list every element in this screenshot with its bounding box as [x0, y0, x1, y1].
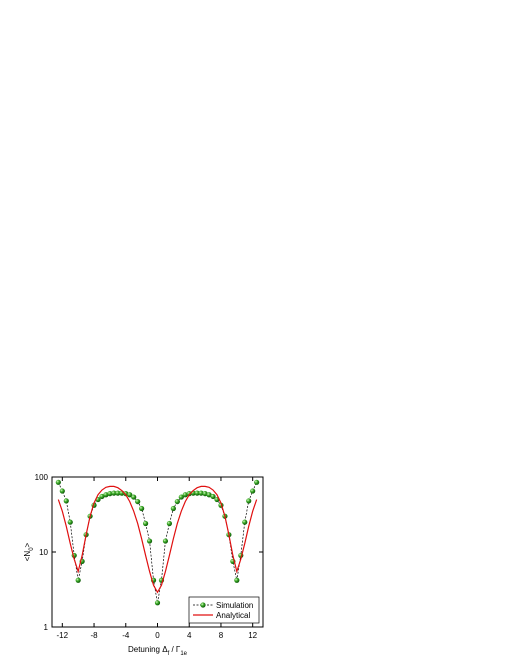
- marker: [99, 493, 105, 500]
- marker: [162, 538, 169, 544]
- marker: [146, 538, 153, 544]
- x-axis-label-part: 1e: [180, 651, 187, 657]
- marker: [202, 491, 208, 497]
- marker: [67, 519, 73, 525]
- y-axis-label: <N0>: [23, 542, 35, 561]
- y-tick-label: 10: [39, 548, 48, 557]
- x-tick-label: 0: [155, 631, 160, 640]
- marker: [210, 493, 216, 500]
- marker: [242, 519, 248, 525]
- x-tick-label: 4: [187, 631, 192, 640]
- marker: [234, 577, 240, 583]
- marker: [55, 479, 61, 485]
- marker: [107, 491, 113, 497]
- x-axis-label: Detuning Δf / Γ1e: [128, 645, 188, 657]
- marker: [194, 490, 200, 496]
- x-tick-label: 12: [248, 631, 257, 640]
- y-tick-label: 100: [35, 473, 49, 482]
- series-line: [58, 482, 257, 603]
- marker: [174, 498, 180, 505]
- marker: [170, 505, 176, 512]
- marker: [198, 490, 204, 496]
- marker: [166, 520, 172, 527]
- x-tick-label: -12: [57, 631, 69, 640]
- x-axis-label-part: Detuning Δ: [128, 645, 168, 654]
- marker: [178, 494, 184, 500]
- x-axis-label-part: / Γ: [169, 645, 181, 654]
- marker: [63, 498, 69, 504]
- marker: [143, 520, 149, 527]
- legend-label: Analytical: [216, 611, 250, 620]
- x-tick-label: 8: [219, 631, 224, 640]
- marker: [154, 600, 161, 606]
- marker: [115, 490, 121, 496]
- x-tick-label: -4: [122, 631, 130, 640]
- marker: [254, 479, 260, 485]
- y-axis-label-part: 0: [29, 547, 35, 551]
- y-axis-label-part: <N: [23, 551, 32, 562]
- y-tick-label: 1: [44, 623, 49, 632]
- marker: [206, 492, 212, 498]
- marker: [131, 494, 137, 500]
- marker: [111, 490, 117, 496]
- marker: [139, 505, 145, 512]
- legend-label: Simulation: [216, 601, 253, 610]
- x-axis-label-part: f: [168, 651, 170, 657]
- marker: [186, 491, 192, 497]
- marker: [135, 498, 141, 505]
- marker: [59, 488, 65, 494]
- marker: [246, 498, 252, 504]
- series-line: [57, 485, 258, 594]
- marker: [127, 492, 133, 498]
- marker: [103, 492, 109, 498]
- marker: [75, 577, 81, 583]
- marker: [123, 491, 129, 497]
- marker: [250, 488, 256, 494]
- legend-box: [188, 596, 260, 624]
- legend-marker: [200, 602, 206, 608]
- y-axis-label-part: >: [23, 542, 32, 547]
- marker: [182, 492, 188, 498]
- x-tick-label: -8: [90, 631, 98, 640]
